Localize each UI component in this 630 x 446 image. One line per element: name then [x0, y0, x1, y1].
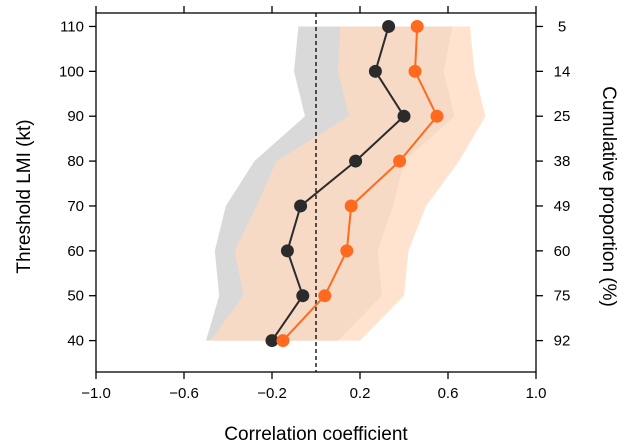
- series-2-point-7: [408, 64, 422, 78]
- series-2-point-6: [430, 109, 444, 123]
- series-2-point-5: [393, 154, 407, 168]
- y2-tick-label: 25: [554, 108, 571, 125]
- series-points: [265, 19, 444, 348]
- series-lines: [271, 26, 439, 342]
- y2-tick-label: 49: [554, 198, 571, 215]
- x-tick-label: −0.2: [257, 385, 287, 402]
- y-tick-label: 80: [67, 153, 84, 170]
- plot-frame: [95, 12, 537, 373]
- series-1-point-7: [368, 64, 382, 78]
- x-tick-label: 0.6: [438, 385, 459, 402]
- y2-tick-label: 5: [558, 18, 566, 35]
- y2-tick-label: 92: [554, 333, 571, 350]
- y-tick-label: 40: [67, 333, 84, 350]
- series-2-point-4: [344, 199, 358, 213]
- x-axis-title: Correlation coefficient: [224, 424, 408, 445]
- x-tick-label: −0.6: [169, 385, 199, 402]
- y-tick-label: 60: [67, 243, 84, 260]
- series-2-point-1: [276, 334, 290, 348]
- series-1-point-8: [382, 19, 396, 33]
- y-axis-left: 40 50 60 70 80 90 100 110: [59, 18, 96, 350]
- series-2-point-2: [318, 289, 332, 303]
- series-1-point-4: [294, 199, 308, 213]
- series-1-point-2: [296, 289, 310, 303]
- series-1-point-1: [265, 334, 279, 348]
- y-axis-right: 92 75 60 49 38 25 14 5: [536, 18, 571, 350]
- series-1-point-6: [397, 109, 411, 123]
- y2-tick-label: 38: [554, 153, 571, 170]
- series-2-point-8: [410, 19, 424, 33]
- y-tick-label: 110: [60, 18, 84, 35]
- y2-tick-label: 60: [554, 243, 571, 260]
- series-line-1: [271, 26, 406, 342]
- confidence-bands: [206, 26, 486, 341]
- y-tick-label: 90: [67, 108, 84, 125]
- series-2-point-3: [340, 244, 354, 258]
- series-line-2: [282, 26, 439, 342]
- x-tick-label: 1.0: [526, 385, 547, 402]
- y-tick-label: 70: [67, 198, 84, 215]
- series-1-point-3: [280, 244, 294, 258]
- y2-axis-title: Cumulative proportion (%): [598, 86, 619, 307]
- y2-tick-label: 75: [554, 288, 571, 305]
- x-tick-label: 0.2: [350, 385, 371, 402]
- confidence-band-2: [210, 26, 486, 341]
- y-axis-title: Threshold LMI (kt): [14, 119, 35, 273]
- x-tick-label: −1.0: [81, 385, 111, 402]
- series-1-point-5: [349, 154, 363, 168]
- y2-tick-label: 14: [554, 63, 571, 80]
- y-tick-label: 100: [59, 63, 84, 80]
- x-axis: −1.0 −0.6 −0.2 0.2 0.6 1.0: [81, 6, 546, 402]
- y-tick-label: 50: [67, 288, 84, 305]
